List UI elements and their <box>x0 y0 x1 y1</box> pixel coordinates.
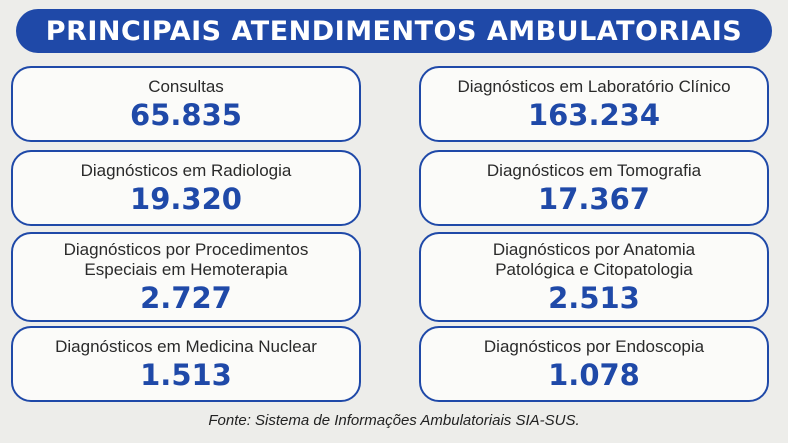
stat-card-label: Diagnósticos em Radiologia <box>80 161 292 180</box>
stat-card-medicina-nuclear: Diagnósticos em Medicina Nuclear 1.513 <box>11 326 361 402</box>
stat-card-tomografia: Diagnósticos em Tomografia 17.367 <box>419 150 769 226</box>
stat-card-endoscopia: Diagnósticos por Endoscopia 1.078 <box>419 326 769 402</box>
source-caption: Fonte: Sistema de Informações Ambulatori… <box>208 412 580 429</box>
stat-card-value: 19.320 <box>130 182 242 216</box>
stat-card-anatomia-patologica: Diagnósticos por Anatomia Patológica e C… <box>419 232 769 322</box>
page-title-banner: PRINCIPAIS ATENDIMENTOS AMBULATORIAIS <box>16 9 772 53</box>
stat-card-label: Diagnósticos em Laboratório Clínico <box>457 77 731 96</box>
stat-card-hemoterapia: Diagnósticos por Procedimentos Especiais… <box>11 232 361 322</box>
stat-card-label: Diagnósticos por Endoscopia <box>483 337 705 356</box>
stat-card-label: Consultas <box>148 77 224 96</box>
stat-card-value: 65.835 <box>130 98 242 132</box>
stat-card-value: 17.367 <box>538 182 650 216</box>
stat-card-label: Diagnósticos por Anatomia Patológica e C… <box>492 240 696 279</box>
stat-card-label: Diagnósticos por Procedimentos Especiais… <box>63 240 309 279</box>
stat-card-consultas: Consultas 65.835 <box>11 66 361 142</box>
stat-card-value: 2.727 <box>140 281 232 315</box>
page-title: PRINCIPAIS ATENDIMENTOS AMBULATORIAIS <box>45 15 743 47</box>
stat-card-value: 1.513 <box>140 358 232 392</box>
stat-card-value: 163.234 <box>527 98 661 132</box>
stat-card-value: 1.078 <box>548 358 640 392</box>
stat-card-label: Diagnósticos em Medicina Nuclear <box>55 337 317 356</box>
stat-card-laboratorio-clinico: Diagnósticos em Laboratório Clínico 163.… <box>419 66 769 142</box>
stat-card-radiologia: Diagnósticos em Radiologia 19.320 <box>11 150 361 226</box>
stat-card-label: Diagnósticos em Tomografia <box>486 161 702 180</box>
stat-card-value: 2.513 <box>548 281 640 315</box>
